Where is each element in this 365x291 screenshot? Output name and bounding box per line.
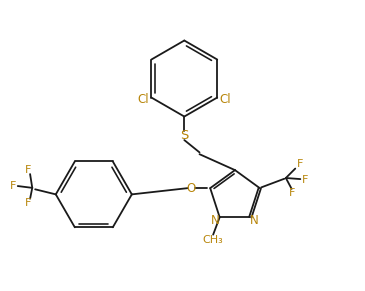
Text: Cl: Cl (138, 93, 149, 106)
Text: F: F (25, 198, 31, 208)
Text: N: N (250, 214, 259, 227)
Text: O: O (187, 182, 196, 195)
Text: N: N (211, 214, 220, 227)
Text: F: F (301, 175, 308, 185)
Text: F: F (25, 165, 31, 175)
Text: Cl: Cl (219, 93, 231, 106)
Text: F: F (10, 181, 17, 191)
Text: F: F (296, 159, 303, 169)
Text: CH₃: CH₃ (203, 235, 223, 245)
Text: S: S (180, 129, 188, 142)
Text: F: F (289, 188, 296, 198)
